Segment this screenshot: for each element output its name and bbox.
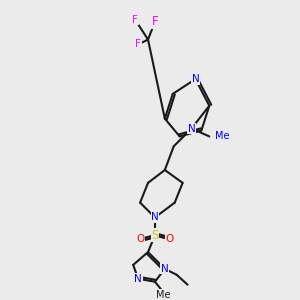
Text: Me: Me bbox=[156, 290, 170, 300]
Text: O: O bbox=[166, 234, 174, 244]
Text: N: N bbox=[192, 74, 199, 84]
Text: S: S bbox=[151, 229, 159, 242]
Text: F: F bbox=[132, 15, 138, 25]
Text: F: F bbox=[152, 15, 158, 28]
Text: Me: Me bbox=[215, 131, 230, 141]
Text: N: N bbox=[151, 212, 159, 223]
Text: O: O bbox=[136, 234, 144, 244]
Text: N: N bbox=[188, 124, 195, 134]
Text: N: N bbox=[161, 264, 169, 274]
Text: F: F bbox=[135, 40, 141, 50]
Text: N: N bbox=[134, 274, 142, 284]
